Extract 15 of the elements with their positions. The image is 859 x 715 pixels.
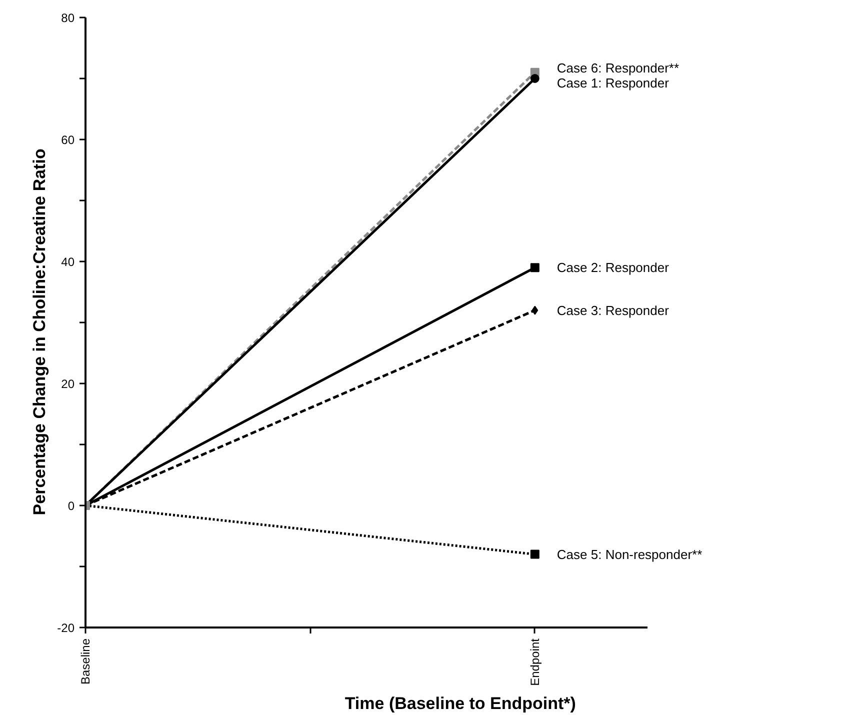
series-label: Case 5: Non-responder**	[556, 546, 702, 562]
y-tick-label: 0	[68, 499, 75, 513]
y-tick-label: 80	[61, 11, 75, 25]
y-axis-title: Percentage Change in Choline:Creatine Ratio	[30, 148, 50, 516]
series-label: Case 2: Responder	[556, 260, 670, 276]
series-label: Case 3: Responder	[556, 302, 670, 318]
x-tick-label: Baseline	[78, 638, 92, 685]
series-label: Case 6: Responder**	[556, 60, 680, 76]
x-axis-title: Time (Baseline to Endpoint*)	[344, 694, 576, 713]
y-tick-label: 20	[61, 377, 75, 391]
x-tick-label: Endpoint	[528, 638, 542, 686]
series-label: Case 1: Responder	[556, 75, 670, 90]
y-tick-label: 40	[61, 255, 75, 269]
y-tick-label: 60	[61, 133, 75, 147]
y-tick-label: -20	[57, 621, 75, 635]
